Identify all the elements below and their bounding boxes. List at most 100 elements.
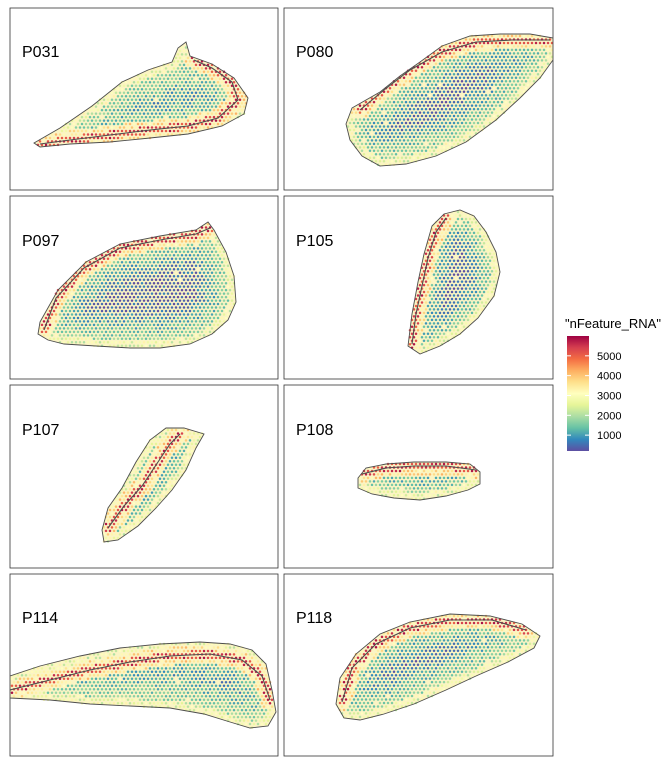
spot — [162, 484, 166, 487]
spot — [164, 681, 168, 684]
spot — [184, 288, 188, 292]
spot — [122, 491, 126, 494]
spot — [88, 267, 92, 271]
spot — [184, 674, 188, 677]
spot — [28, 681, 32, 684]
spot — [450, 483, 454, 487]
spot — [150, 133, 154, 136]
spot — [124, 309, 128, 313]
spot — [524, 52, 528, 55]
spot — [138, 677, 142, 681]
spot — [234, 677, 238, 681]
spot — [186, 278, 190, 281]
spot — [158, 670, 162, 674]
spot — [132, 480, 136, 484]
spot — [194, 435, 198, 439]
spot — [406, 160, 410, 163]
spot — [102, 112, 106, 115]
spot — [116, 267, 120, 271]
spot — [414, 304, 418, 308]
spot — [132, 247, 136, 250]
spot — [46, 677, 50, 681]
spot — [152, 494, 156, 498]
spot — [212, 309, 216, 313]
spot — [194, 649, 198, 653]
spot — [104, 330, 108, 334]
spot — [390, 139, 394, 142]
spot — [104, 129, 108, 133]
spot — [200, 233, 204, 236]
spot — [104, 660, 108, 663]
spot — [200, 295, 204, 299]
spot — [390, 153, 394, 156]
spot — [460, 480, 464, 483]
spot — [146, 470, 150, 474]
spot — [474, 83, 478, 86]
spot — [112, 674, 116, 677]
spot — [544, 52, 548, 55]
spot — [450, 97, 454, 100]
spot — [414, 76, 418, 80]
spot — [420, 329, 424, 332]
spot — [152, 316, 156, 320]
spot — [126, 491, 130, 494]
spot — [128, 281, 132, 285]
spot — [478, 276, 482, 280]
spot — [112, 274, 116, 278]
spot — [170, 91, 174, 94]
spot — [62, 663, 66, 667]
spot — [168, 646, 172, 649]
spot — [118, 656, 122, 660]
spot — [454, 62, 458, 66]
spot — [458, 311, 462, 315]
spot — [374, 476, 378, 480]
spot — [154, 306, 158, 309]
spot — [466, 276, 470, 280]
spot — [414, 139, 418, 142]
spot — [446, 62, 450, 66]
spot — [358, 132, 362, 135]
spot — [96, 323, 100, 327]
spot — [452, 59, 456, 62]
spot — [462, 235, 466, 238]
spot — [108, 337, 112, 341]
spot — [132, 261, 136, 264]
spot — [160, 660, 164, 663]
spot — [186, 334, 190, 337]
spot — [446, 490, 450, 494]
spot — [160, 240, 164, 243]
spot — [460, 100, 464, 104]
spot — [190, 656, 194, 660]
spot — [154, 119, 158, 122]
spot — [210, 292, 214, 295]
spot — [182, 63, 186, 67]
spot — [480, 52, 484, 55]
spot — [140, 281, 144, 285]
spot — [130, 278, 134, 281]
spot — [72, 136, 76, 140]
spot — [126, 250, 130, 254]
spot — [144, 115, 148, 119]
spot — [194, 98, 198, 101]
spot — [504, 59, 508, 62]
spot — [456, 329, 460, 332]
spot — [176, 53, 180, 56]
spot — [106, 278, 110, 281]
spot — [136, 295, 140, 299]
spot — [470, 297, 474, 301]
spot — [148, 467, 152, 470]
spot — [128, 508, 132, 512]
spot — [166, 470, 170, 474]
spot — [430, 283, 434, 287]
spot — [180, 681, 184, 684]
spot — [454, 83, 458, 86]
spot — [148, 487, 152, 491]
spot — [102, 105, 106, 108]
spot — [28, 674, 32, 677]
spot — [136, 344, 140, 348]
spot — [210, 670, 214, 674]
spot — [166, 84, 170, 88]
spot — [166, 70, 170, 74]
spot — [426, 62, 430, 66]
spot — [168, 101, 172, 105]
